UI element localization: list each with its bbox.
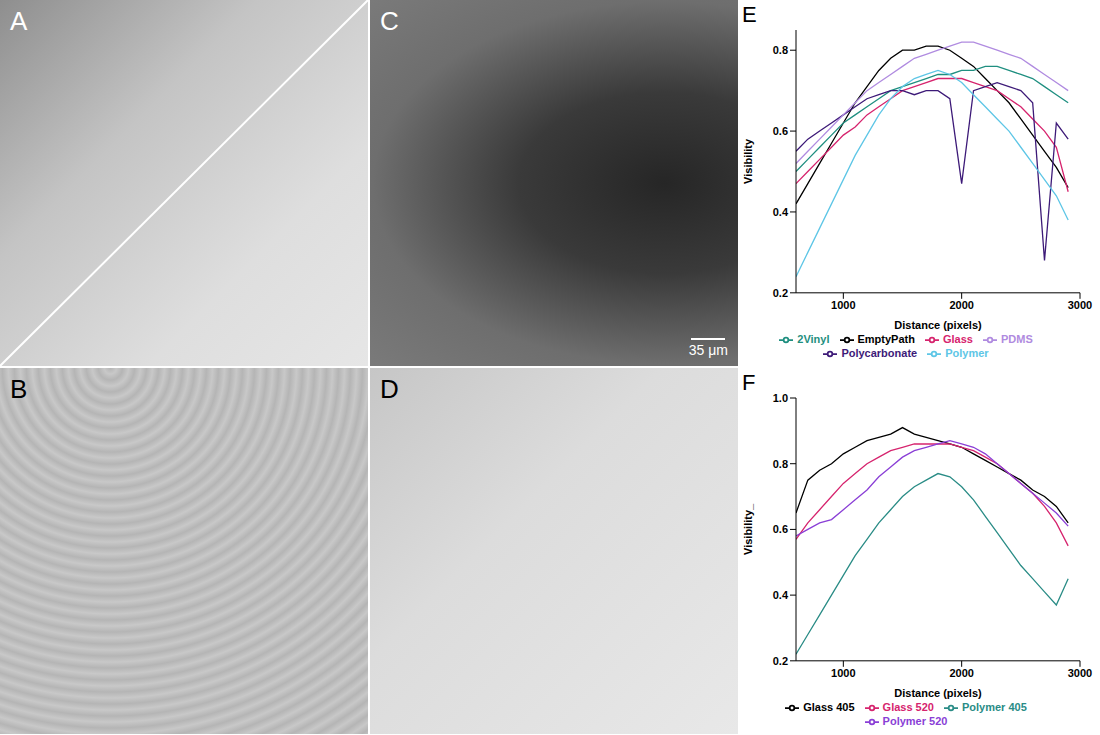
html-text:Polymer: Polymer [945, 346, 989, 359]
html-text:B: B [10, 374, 28, 404]
svg-text:1.0: 1.0 [773, 392, 788, 404]
svg-text:1000: 1000 [831, 667, 855, 679]
html-text:2Vinyl: 2Vinyl [797, 332, 830, 345]
html-text:35 μm: 35 μm [688, 342, 728, 358]
html-text:A: A [10, 6, 28, 36]
svg-text:Distance (pixels): Distance (pixels) [894, 687, 982, 699]
svg-text:0.8: 0.8 [773, 44, 788, 56]
svg-text:0.8: 0.8 [773, 458, 788, 470]
html-text:Polycarbonate: Polycarbonate [841, 346, 918, 359]
svg-text:2000: 2000 [949, 667, 973, 679]
svg-text:Visibility: Visibility [742, 138, 754, 184]
html-text:EmptyPath: EmptyPath [857, 332, 915, 345]
svg-text:0.4: 0.4 [773, 206, 789, 218]
html-text:Glass 520: Glass 520 [882, 700, 934, 713]
html-text:Glass: Glass [943, 332, 973, 345]
svg-text:2000: 2000 [949, 299, 973, 311]
svg-text:0.2: 0.2 [773, 655, 788, 667]
html-text:C: C [380, 6, 399, 36]
svg-text:1000: 1000 [831, 299, 855, 311]
html-text:F: F [742, 370, 756, 395]
svg-text:0.6: 0.6 [773, 523, 788, 535]
svg-text:3000: 3000 [1068, 299, 1092, 311]
svg-text:3000: 3000 [1068, 667, 1092, 679]
html-text:PDMS: PDMS [1000, 332, 1033, 345]
svg-text:0.4: 0.4 [773, 589, 789, 601]
html-text:E: E [742, 2, 757, 27]
html-text:Polymer 520: Polymer 520 [882, 714, 948, 727]
html-text:D: D [380, 374, 399, 404]
svg-text:0.6: 0.6 [773, 125, 788, 137]
html-text:Polymer 405: Polymer 405 [962, 700, 1027, 713]
svg-text:Distance (pixels): Distance (pixels) [894, 319, 982, 331]
html-text:Glass 405: Glass 405 [803, 700, 855, 713]
svg-text:Visibility_: Visibility_ [742, 503, 754, 555]
svg-text:0.2: 0.2 [773, 287, 788, 299]
